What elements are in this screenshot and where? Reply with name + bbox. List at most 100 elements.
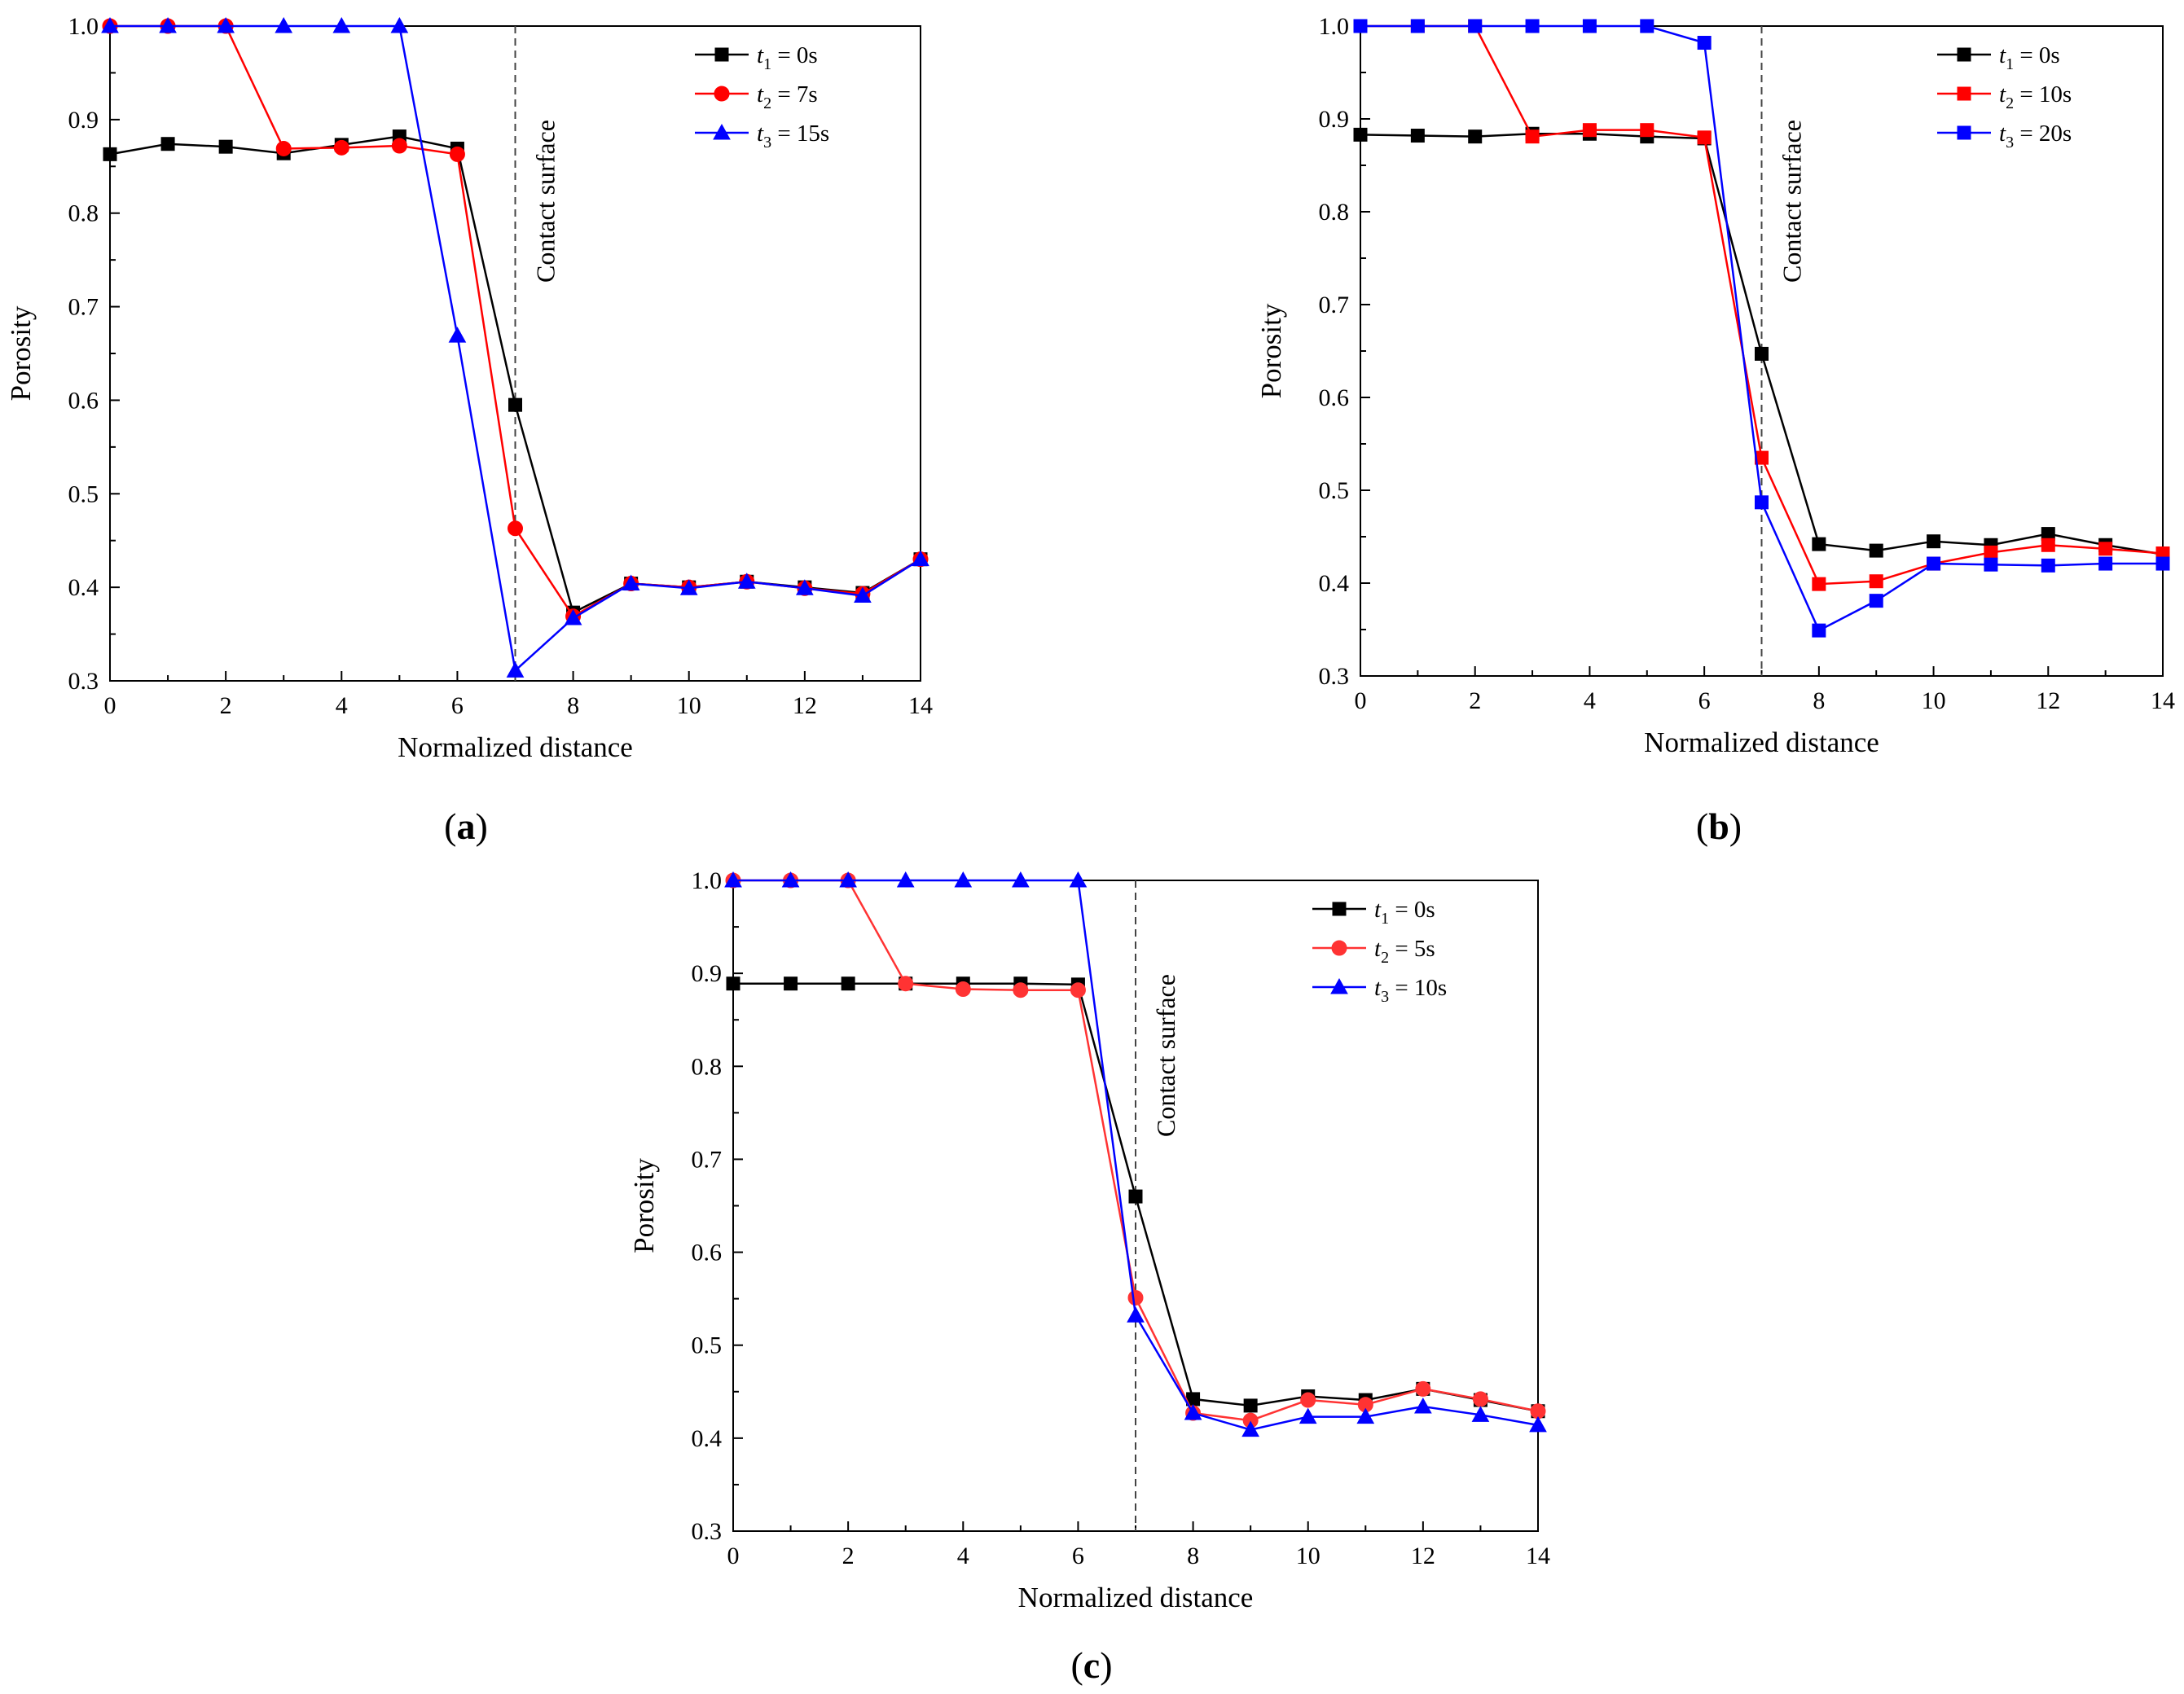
legend-marker <box>713 123 731 140</box>
data-point <box>333 139 349 156</box>
legend-entry-3: t3 = 15s <box>695 121 829 151</box>
x-tick-label: 6 <box>451 692 464 719</box>
series-2 <box>725 872 1546 1428</box>
x-tick-label: 4 <box>1584 687 1596 714</box>
data-point <box>1869 594 1883 608</box>
series-3 <box>1353 19 2170 638</box>
data-point <box>1582 19 1597 33</box>
x-tick-label: 6 <box>1072 1543 1084 1569</box>
x-tick-label: 0 <box>727 1543 740 1569</box>
data-point <box>160 137 175 151</box>
data-point <box>508 520 523 537</box>
chart-panel-a: 0 2 4 6 8 10 12 14 0.3 0.4 0.5 0.6 0.7 0.8 0.9 1.0 Norma… <box>5 13 933 763</box>
legend-entry-2: t2 = 7s <box>695 81 818 112</box>
data-point <box>1984 545 1998 560</box>
data-point <box>1472 1391 1488 1407</box>
y-tick-label: 0.7 <box>68 294 99 321</box>
data-point <box>103 147 117 161</box>
data-point <box>1415 1380 1431 1397</box>
x-axis-title: Normalized distance <box>398 731 633 763</box>
y-tick-label: 0.3 <box>692 1518 723 1545</box>
panel-label: (c) <box>1070 1644 1112 1686</box>
data-point <box>391 138 407 154</box>
y-tick-label: 0.5 <box>692 1332 723 1359</box>
data-point <box>1410 129 1425 143</box>
data-point <box>1300 1392 1316 1408</box>
legend-label: t2 = 7s <box>757 81 818 112</box>
data-point <box>1869 543 1883 558</box>
y-tick-label: 0.9 <box>1319 106 1350 133</box>
data-point <box>955 981 971 998</box>
x-tick-label: 10 <box>677 692 701 719</box>
x-tick-label: 8 <box>1187 1543 1199 1569</box>
data-point <box>217 16 235 33</box>
data-point <box>1241 1420 1259 1437</box>
data-point <box>1525 129 1540 144</box>
y-tick-label: 0.4 <box>68 574 99 601</box>
y-tick-label: 1.0 <box>1319 13 1350 40</box>
data-point <box>1529 1415 1547 1433</box>
y-tick-label: 0.9 <box>68 107 99 134</box>
data-point <box>724 871 742 888</box>
data-point <box>2041 558 2055 573</box>
x-tick-label: 2 <box>220 692 232 719</box>
legend-marker <box>1957 125 1971 140</box>
series-3 <box>101 16 929 678</box>
series-3 <box>724 871 1547 1437</box>
data-point <box>1927 534 1941 549</box>
data-point <box>781 871 800 888</box>
y-axis-title: Porosity <box>1255 303 1287 398</box>
legend-marker <box>1332 902 1347 916</box>
legend-label: t2 = 5s <box>1374 936 1435 967</box>
legend-marker <box>1331 940 1347 956</box>
y-tick-label: 0.4 <box>1319 570 1350 597</box>
data-point <box>390 16 409 33</box>
legend-label: t2 = 10s <box>1999 81 2072 112</box>
data-point <box>1468 19 1483 33</box>
data-point <box>1353 127 1368 142</box>
y-tick-label: 0.9 <box>692 960 723 987</box>
data-point <box>1184 1404 1202 1420</box>
y-tick-label: 0.8 <box>1319 199 1350 226</box>
data-point <box>1697 130 1712 145</box>
data-point <box>506 661 525 678</box>
legend-label: t1 = 0s <box>757 42 818 73</box>
x-tick-label: 14 <box>908 692 933 719</box>
data-point <box>1410 19 1425 33</box>
data-point <box>1012 871 1030 888</box>
data-point <box>796 579 814 595</box>
legend-marker <box>714 47 729 62</box>
data-point <box>1299 1407 1317 1424</box>
data-point <box>1127 1306 1145 1323</box>
x-tick-label: 4 <box>957 1543 969 1569</box>
data-point <box>1582 123 1597 138</box>
data-point <box>1755 346 1769 361</box>
legend-marker <box>714 86 730 102</box>
x-tick-label: 0 <box>1355 687 1367 714</box>
chart-panel-b: 0 2 4 6 8 10 12 14 0.3 0.4 0.5 0.6 0.7 0.8 0.9 1.0 Norma… <box>1255 13 2175 758</box>
data-point <box>679 579 698 595</box>
y-tick-label: 0.6 <box>692 1240 723 1266</box>
data-point <box>1353 19 1368 33</box>
data-point <box>737 573 756 589</box>
data-point <box>1414 1398 1432 1414</box>
data-point <box>912 550 929 567</box>
data-point <box>2098 542 2113 556</box>
y-tick-label: 0.5 <box>1319 477 1350 504</box>
y-tick-label: 0.5 <box>68 481 99 507</box>
x-axis-title: Normalized distance <box>1644 726 1879 758</box>
legend-entry-1: t1 = 0s <box>1937 42 2060 73</box>
data-point <box>101 16 119 33</box>
data-point <box>1356 1407 1375 1424</box>
data-point <box>1812 537 1826 551</box>
data-point <box>449 146 465 162</box>
data-point <box>1640 123 1654 138</box>
data-point <box>1984 557 1998 572</box>
data-point <box>448 327 467 343</box>
x-tick-label: 12 <box>2036 687 2060 714</box>
y-tick-label: 0.4 <box>692 1425 723 1452</box>
y-tick-label: 0.7 <box>692 1146 723 1173</box>
data-point <box>1812 623 1826 638</box>
data-point <box>218 139 233 154</box>
